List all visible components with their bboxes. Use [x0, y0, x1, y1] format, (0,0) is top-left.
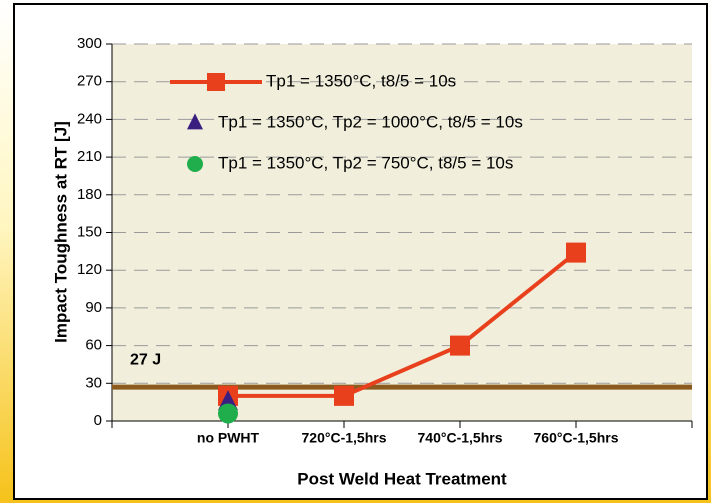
- data-point: [450, 335, 470, 356]
- legend-marker: [187, 113, 203, 130]
- x-tick-label: no PWHT: [197, 430, 260, 446]
- y-tick-label: 90: [85, 299, 102, 316]
- y-tick-label: 180: [77, 186, 102, 203]
- x-tick-label: 720°C-1,5hrs: [302, 430, 387, 446]
- legend-label: Tp1 = 1350°C, Tp2 = 1000°C, t8/5 = 10s: [218, 112, 523, 131]
- series-line: [228, 251, 578, 398]
- y-tick-label: 0: [94, 412, 102, 429]
- data-point: [566, 242, 586, 263]
- legend-marker: [187, 156, 203, 172]
- y-tick-label: 270: [77, 73, 102, 90]
- x-axis-label: Post Weld Heat Treatment: [297, 469, 507, 488]
- y-tick-label: 210: [77, 148, 102, 165]
- data-point: [218, 403, 238, 424]
- data-point: [334, 385, 354, 406]
- legend-label: Tp1 = 1350°C, Tp2 = 750°C, t8/5 = 10s: [218, 153, 513, 172]
- y-tick-label: 60: [85, 337, 102, 354]
- y-tick-label: 300: [77, 35, 102, 52]
- y-axis-label: Impact Toughness at RT [J]: [51, 121, 70, 343]
- x-tick-label: 740°C-1,5hrs: [418, 430, 503, 446]
- reference-label: 27 J: [130, 351, 161, 368]
- y-tick-label: 150: [77, 223, 102, 240]
- legend-label: Tp1 = 1350°C, t8/5 = 10s: [266, 71, 456, 90]
- y-tick-label: 30: [85, 374, 102, 391]
- legend-marker: [207, 73, 225, 91]
- y-tick-label: 240: [77, 110, 102, 127]
- x-tick-label: 760°C-1,5hrs: [534, 430, 619, 446]
- y-tick-label: 120: [77, 261, 102, 278]
